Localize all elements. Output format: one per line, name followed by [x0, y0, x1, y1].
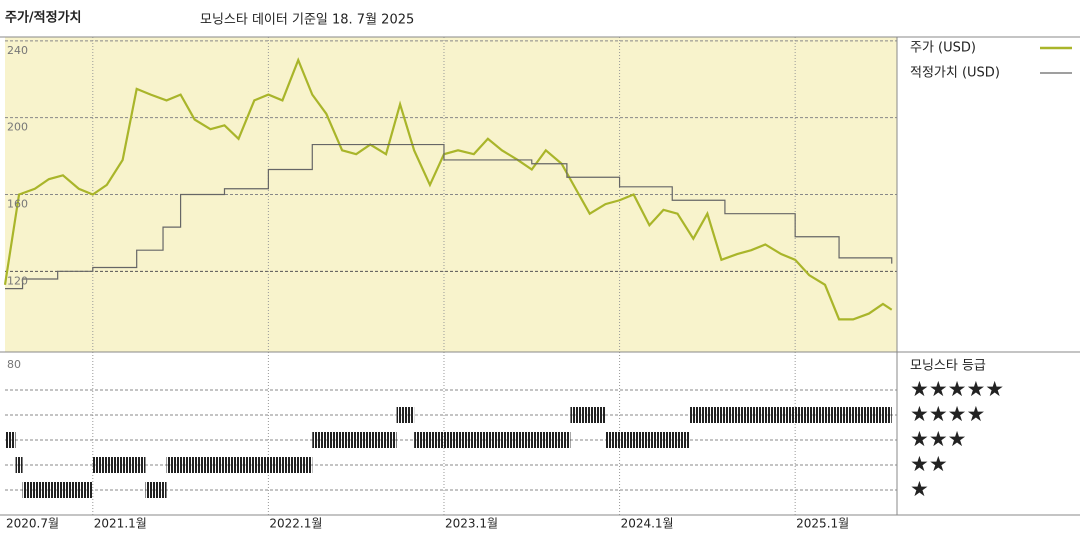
rating-level-label: ★★ [910, 452, 948, 476]
series-line [5, 143, 893, 290]
rating-level-label: ★★★★ [910, 402, 985, 426]
rating-segment [15, 457, 23, 473]
rating-segment [396, 407, 415, 423]
rating-segment [570, 407, 606, 423]
rating-segment [145, 482, 167, 498]
rating-title: 모닝스타 등급 [910, 359, 986, 374]
y-tick-label: 120 [7, 274, 28, 287]
rating-axis-label: 80 [7, 358, 21, 371]
x-tick-label: 2022.1월 [269, 517, 322, 531]
rating-segment [689, 407, 892, 423]
rating-segment [166, 457, 313, 473]
rating-segment [605, 432, 690, 448]
y-tick-label: 160 [7, 198, 28, 211]
y-tick-label: 240 [7, 44, 28, 57]
rating-segment [5, 432, 16, 448]
rating-level-label: ★ [910, 477, 929, 501]
x-tick-label: 2020.7월 [6, 517, 59, 531]
rating-segment [92, 457, 146, 473]
y-tick-label: 200 [7, 121, 28, 134]
rating-segment [22, 482, 93, 498]
rating-level-label: ★★★ [910, 427, 966, 451]
series-line [3, 57, 893, 321]
x-tick-label: 2021.1월 [94, 517, 147, 531]
chart-title: 주가/적정가치 [5, 10, 82, 26]
x-tick-label: 2025.1월 [796, 517, 849, 531]
legend-label: 주가 (USD) [910, 41, 976, 56]
x-tick-label: 2024.1월 [621, 517, 674, 531]
legend-label: 적정가치 (USD) [910, 66, 1000, 81]
rating-level-label: ★★★★★ [910, 377, 1004, 401]
chart-subtitle: 모닝스타 데이터 기준일 18. 7월 2025 [200, 13, 414, 28]
rating-segment [312, 432, 397, 448]
x-tick-label: 2023.1월 [445, 517, 498, 531]
rating-segment [414, 432, 571, 448]
